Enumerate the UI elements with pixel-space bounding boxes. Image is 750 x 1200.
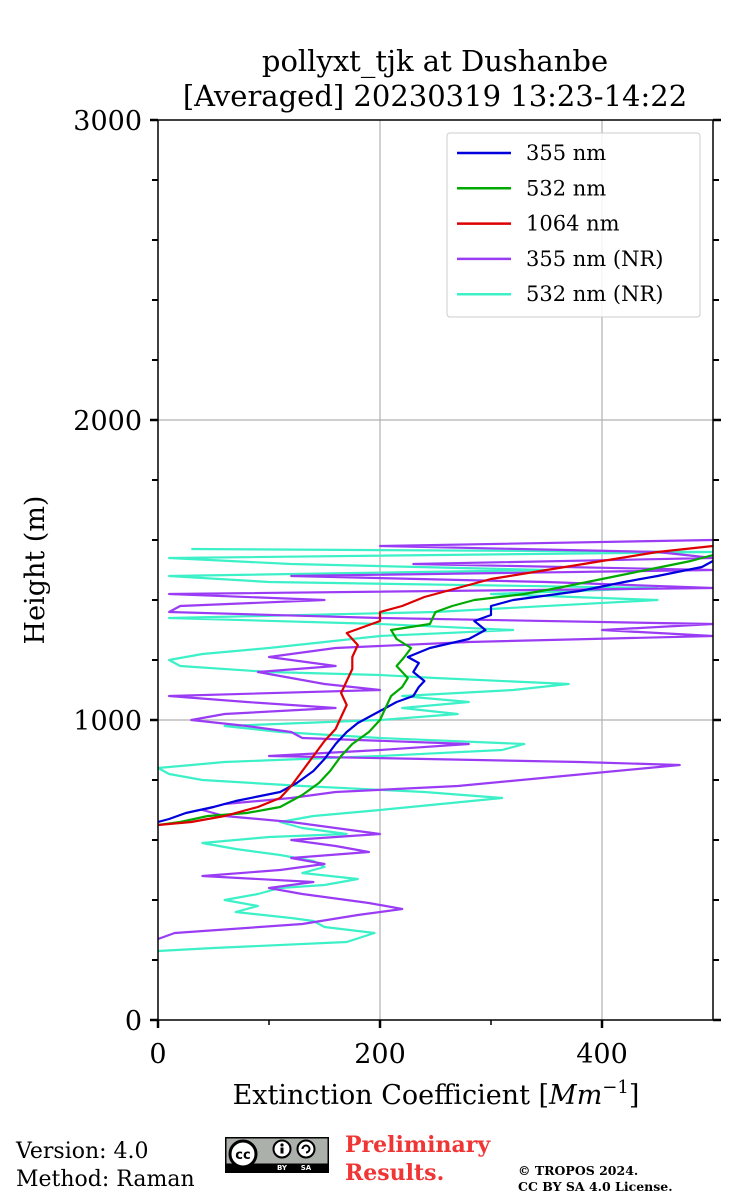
legend-label-532-nm: 532 nm	[526, 176, 606, 200]
preliminary-line1: Preliminary	[345, 1132, 491, 1158]
legend-label-1064-nm: 1064 nm	[526, 212, 620, 236]
x-axis-label-close: ]	[629, 1080, 640, 1111]
cc-sa-text: SA	[301, 1164, 312, 1172]
preliminary-results-note: Preliminary Results.	[345, 1131, 490, 1187]
cc-by-sa-badge-icon: cc BY SA	[225, 1137, 329, 1173]
plot-frame	[157, 119, 714, 1021]
series-line-532-nm-nr-	[158, 547, 713, 953]
legend-label-355-nm: 355 nm	[526, 141, 606, 165]
series-line-355-nm	[158, 560, 713, 824]
copyright-note: © TROPOS 2024. CC BY SA 4.0 License.	[518, 1163, 673, 1195]
series-line-355-nm-nr-	[158, 538, 713, 941]
y-tick-label-2000: 2000	[73, 406, 142, 437]
x-axis-label-text: Extinction Coefficient [	[233, 1080, 549, 1111]
legend-label-355-nm-nr: 355 nm (NR)	[526, 247, 663, 271]
y-axis-label: Height (m)	[20, 496, 51, 645]
legend: 355 nm 532 nm 1064 nm 355 nm (NR) 532 nm (NR…	[446, 132, 701, 318]
x-tick-label-0: 0	[149, 1039, 166, 1070]
footer-version-block: Version: 4.0 Method: Raman	[16, 1138, 195, 1194]
method-text: Method: Raman	[16, 1167, 195, 1192]
preliminary-line2: Results.	[345, 1160, 445, 1186]
y-tick-label-1000: 1000	[73, 706, 142, 737]
cc-logo-text: cc	[235, 1148, 250, 1163]
series-line-532-nm	[158, 553, 713, 827]
legend-label-532-nm-nr: 532 nm (NR)	[526, 282, 663, 306]
x-axis-label-unit: Mm	[548, 1080, 602, 1111]
version-text: Version: 4.0	[16, 1139, 149, 1164]
legend-box	[446, 132, 701, 318]
copyright-line2: CC BY SA 4.0 License.	[518, 1179, 673, 1194]
chart-title-line2: [Averaged] 20230319 13:23-14:22	[183, 79, 687, 113]
copyright-line1: © TROPOS 2024.	[518, 1163, 639, 1178]
x-axis-label: Extinction Coefficient [Mm−1]	[233, 1077, 640, 1111]
chart-title-line1: pollyxt_tjk at Dushanbe	[262, 44, 608, 79]
series-lines	[158, 538, 713, 953]
x-axis-label-exponent: −1	[602, 1077, 629, 1098]
axis-ticks: 0 200 400 0 1000 2000 3000	[73, 106, 721, 1070]
y-tick-label-0: 0	[125, 1006, 142, 1037]
cc-by-text: BY	[277, 1164, 288, 1172]
y-tick-label-3000: 3000	[73, 106, 142, 137]
series-line-1064-nm	[158, 544, 713, 827]
x-tick-label-400: 400	[576, 1039, 628, 1070]
x-tick-label-200: 200	[354, 1039, 406, 1070]
